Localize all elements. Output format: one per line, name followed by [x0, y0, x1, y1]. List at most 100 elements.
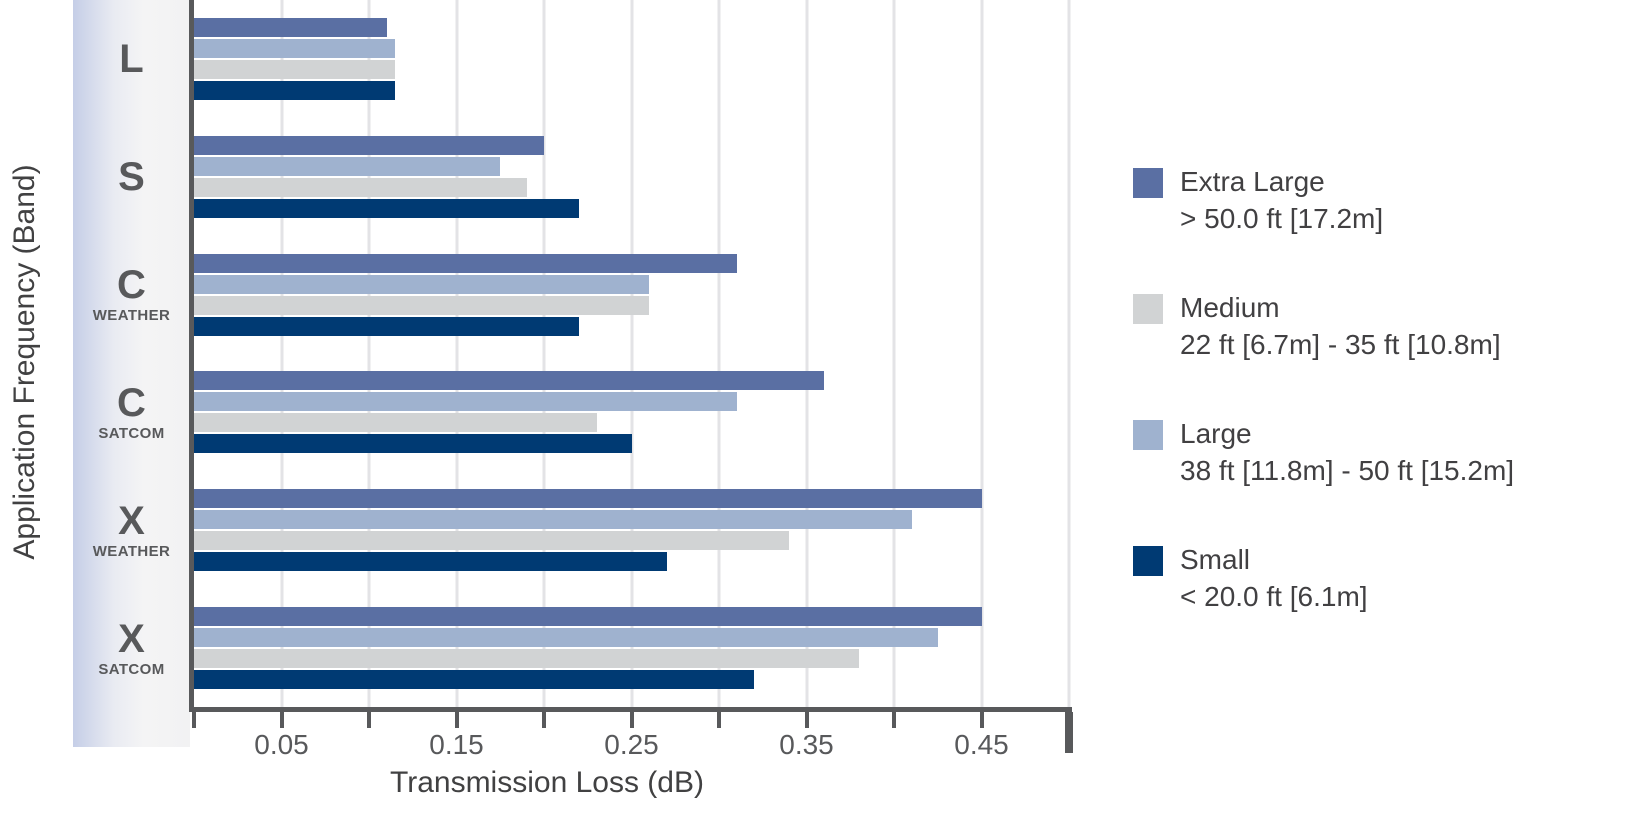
band-label-x-weather: X WEATHER: [73, 471, 190, 589]
legend-series-range: > 50.0 ft [17.2m]: [1180, 203, 1384, 234]
legend-series-name: Medium: [1180, 292, 1280, 323]
gridline: [1067, 0, 1071, 707]
gridline: [367, 0, 371, 707]
y-axis-line: [189, 0, 194, 707]
gridline: [542, 0, 546, 707]
x-tick-label-0.15: 0.15: [429, 729, 484, 760]
band-strip-gradient: [73, 0, 190, 747]
bar-medium-c-satcom: [194, 413, 597, 433]
band-letter: C: [117, 263, 146, 308]
x-axis-tick: [804, 712, 809, 728]
x-axis-tick: [542, 712, 546, 728]
bar-large-l: [194, 38, 396, 58]
band-label-c-weather: C WEATHER: [73, 236, 190, 354]
gridline: [980, 0, 983, 707]
x-axis-tick: [454, 712, 459, 728]
bar-extra-large-l: [194, 17, 387, 37]
legend-swatch-small: [1133, 546, 1163, 576]
x-axis-tick: [979, 712, 984, 728]
bar-large-x-satcom: [194, 628, 938, 648]
bar-group-x-weather: [194, 471, 1069, 589]
x-axis-tick: [192, 712, 196, 728]
bar-group-c-weather: [194, 236, 1069, 354]
bar-group-l: [194, 0, 1069, 118]
bar-medium-x-satcom: [194, 649, 859, 669]
bar-large-c-weather: [194, 274, 649, 294]
legend-item-extra-large: Extra Large > 50.0 ft [17.2m]: [1133, 163, 1514, 237]
gridline: [892, 0, 896, 707]
x-axis-line: [189, 707, 1072, 712]
gridline: [630, 0, 633, 707]
legend-series-name: Large: [1180, 418, 1252, 449]
y-axis-band-labels: L S C WEATHER C SATCOM X WEATHER X SATCOM: [73, 0, 190, 707]
gridline: [717, 0, 721, 707]
band-label-s: S: [73, 118, 190, 236]
x-axis-tick: [367, 712, 371, 728]
gridline: [455, 0, 458, 707]
band-letter: X: [118, 616, 145, 661]
x-axis-title: Transmission Loss (dB): [390, 766, 704, 799]
legend-swatch-extra-large: [1133, 168, 1163, 198]
bar-large-s: [194, 156, 501, 176]
legend-series-name: Extra Large: [1180, 166, 1325, 197]
legend-swatch-large: [1133, 420, 1163, 450]
x-tick-label-0.25: 0.25: [604, 729, 659, 760]
legend-series-name: Small: [1180, 544, 1251, 575]
legend-item-small: Small < 20.0 ft [6.1m]: [1133, 541, 1514, 615]
band-sub-label: SATCOM: [98, 660, 165, 678]
bar-medium-c-weather: [194, 295, 649, 315]
x-axis-tick-labels: 0.05 0.15 0.25 0.35 0.45: [194, 729, 1069, 763]
bar-extra-large-x-satcom: [194, 607, 982, 627]
legend-item-large: Large 38 ft [11.8m] - 50 ft [15.2m]: [1133, 415, 1514, 489]
band-sub-label: SATCOM: [98, 424, 165, 442]
x-axis-tick: [279, 712, 284, 728]
legend-series-range: < 20.0 ft [6.1m]: [1180, 581, 1368, 612]
x-axis-tick: [892, 712, 896, 728]
legend-label: Extra Large > 50.0 ft [17.2m]: [1180, 163, 1383, 237]
band-label-x-satcom: X SATCOM: [73, 589, 190, 707]
x-axis-tick: [717, 712, 721, 728]
bar-extra-large-c-weather: [194, 253, 737, 273]
bar-group-s: [194, 118, 1069, 236]
legend-series-range: 38 ft [11.8m] - 50 ft [15.2m]: [1180, 455, 1515, 486]
y-axis-title: Application Frequency (Band): [8, 164, 41, 560]
x-tick-label-0.35: 0.35: [779, 729, 834, 760]
band-letter: S: [118, 154, 145, 199]
band-letter: L: [119, 36, 144, 81]
legend-label: Large 38 ft [11.8m] - 50 ft [15.2m]: [1180, 415, 1514, 489]
band-letter: C: [117, 380, 146, 425]
bar-group-x-satcom: [194, 589, 1069, 707]
bar-medium-l: [194, 59, 396, 79]
bar-large-x-weather: [194, 510, 912, 530]
x-tick-label-0.05: 0.05: [254, 729, 309, 760]
band-sub-label: WEATHER: [92, 307, 171, 325]
legend-label: Medium 22 ft [6.7m] - 35 ft [10.8m]: [1180, 289, 1501, 363]
band-label-l: L: [73, 0, 190, 118]
gridline: [280, 0, 283, 707]
bar-small-c-weather: [194, 316, 579, 336]
bar-small-s: [194, 198, 579, 218]
bar-small-c-satcom: [194, 434, 632, 454]
legend-item-medium: Medium 22 ft [6.7m] - 35 ft [10.8m]: [1133, 289, 1514, 363]
bar-large-c-satcom: [194, 392, 737, 412]
bar-small-x-satcom: [194, 670, 754, 690]
band-label-c-satcom: C SATCOM: [73, 353, 190, 471]
bar-small-l: [194, 80, 396, 100]
plot-area: [194, 0, 1071, 707]
bar-extra-large-s: [194, 135, 544, 155]
bar-medium-x-weather: [194, 531, 789, 551]
bar-groups: [194, 0, 1069, 707]
band-sub-label: WEATHER: [92, 542, 171, 560]
x-axis-tick: [629, 712, 634, 728]
bar-extra-large-x-weather: [194, 489, 982, 509]
legend-swatch-medium: [1133, 294, 1163, 324]
bar-small-x-weather: [194, 552, 667, 572]
band-letter: X: [118, 498, 145, 543]
legend-series-range: 22 ft [6.7m] - 35 ft [10.8m]: [1180, 329, 1501, 360]
legend: Extra Large > 50.0 ft [17.2m] Medium 22 ft …: [1133, 163, 1514, 615]
bar-medium-s: [194, 177, 527, 197]
gridline: [805, 0, 808, 707]
bar-group-c-satcom: [194, 353, 1069, 471]
legend-label: Small < 20.0 ft [6.1m]: [1180, 541, 1368, 615]
